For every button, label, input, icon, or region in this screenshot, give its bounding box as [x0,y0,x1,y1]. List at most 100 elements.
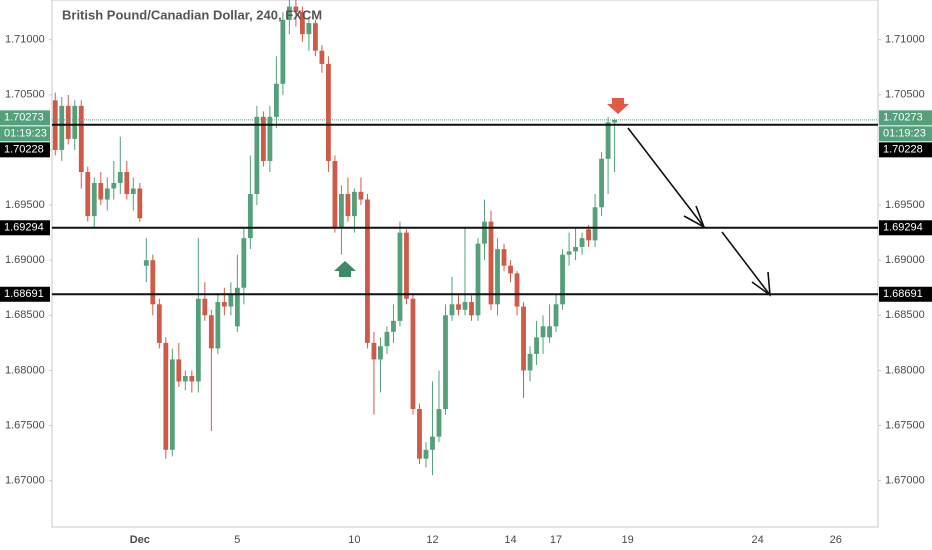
candle-body [189,375,195,382]
candle-body [540,326,546,338]
candle-body [150,260,156,305]
countdown-label-box [879,126,932,142]
candle-body [280,19,286,84]
candle-body [495,249,500,305]
candle-body [241,238,247,288]
candle-body [111,183,117,189]
chart-title: British Pound/Canadian Dollar, 240, FXCM [62,7,322,22]
candle-body [163,342,169,450]
candle-body [78,105,84,172]
candle-body [404,232,409,299]
candle-body [456,304,461,310]
candle-body [579,238,585,247]
buy-arrow [334,261,356,277]
x-tick-label: Dec [130,534,150,546]
y-tick-label-right: 1.68500 [885,309,925,321]
candle-body [365,199,370,343]
candle-body [586,229,591,241]
candle-body [397,232,403,321]
level-label: 1.69294 [883,222,923,234]
candle-body [319,50,325,64]
candle-body [195,298,201,382]
countdown-label: 01:19:23 [4,128,47,140]
level-label-box [879,142,932,158]
y-tick-label-right: 1.71000 [885,34,925,46]
candle-body [534,337,539,354]
last-price-label-box [879,110,932,126]
candle-body [462,302,468,310]
y-tick-label-right: 1.69000 [885,254,925,266]
candle-body [273,83,279,117]
y-tick-label-left: 1.69000 [5,254,45,266]
candle-body [339,194,344,228]
candle-body [91,183,97,217]
x-tick-label: 10 [348,534,360,546]
candle-body [215,302,221,349]
candle-body [117,171,123,184]
candle-body [521,306,526,371]
candle-body [547,326,552,338]
level-label-box [0,220,50,236]
candle-body [436,409,442,437]
candle-body [592,207,598,241]
y-tick-label-left: 1.69500 [5,199,45,211]
y-tick-label-right: 1.67500 [885,419,925,431]
candle-body [130,188,136,195]
candle-body [202,298,208,316]
candle-body [475,243,481,316]
candle-body [391,320,396,332]
candle-body [469,302,474,316]
level-label: 1.68691 [883,288,923,300]
candle-body [313,23,318,51]
candle-body [260,116,266,161]
candle-body [430,436,435,450]
candle-body [254,116,260,195]
candle-body [417,409,422,459]
candle-body [449,304,455,316]
y-tick-label-left: 1.67000 [5,475,45,487]
level-label: 1.68691 [4,288,44,300]
candle-body [228,293,234,307]
candle-body [358,191,364,200]
level-label-box [879,286,932,302]
candle-body [234,287,240,327]
candle-body [143,260,149,266]
candle-body [599,158,604,208]
candle-body [85,171,91,217]
level-label: 1.70228 [883,144,923,156]
level-label-box [0,286,50,302]
x-tick-label: 24 [752,534,764,546]
candle-body [176,359,182,382]
candle-body [410,298,416,410]
candle-body [371,342,377,360]
candle-body [156,304,162,343]
y-tick-label-right: 1.67000 [885,475,925,487]
x-tick-label: 17 [550,534,562,546]
candle-body [300,12,305,35]
level-label-box [879,220,932,236]
countdown-label: 01:19:23 [883,128,926,140]
sell-arrow [607,98,629,114]
level-label-box [0,142,50,158]
last-price-label: 1.70273 [4,112,44,124]
candle-body [423,449,429,459]
x-tick-label: 12 [426,534,438,546]
candle-body [612,119,617,123]
candle-body [221,302,227,307]
candle-body [182,375,188,382]
candle-body [326,63,331,161]
y-tick-label-right: 1.68000 [885,364,925,376]
candle-body [553,304,559,327]
candle-body [267,116,273,161]
candle-body [501,249,507,266]
candle-body [514,273,520,307]
x-tick-label: 14 [504,534,516,546]
candle-body [332,160,338,228]
y-tick-label-right: 1.70500 [885,89,925,101]
candle-body [527,353,533,371]
candle-body [378,346,383,360]
candle-body [566,251,572,255]
candle-body [352,191,357,217]
candle-body [345,194,351,217]
